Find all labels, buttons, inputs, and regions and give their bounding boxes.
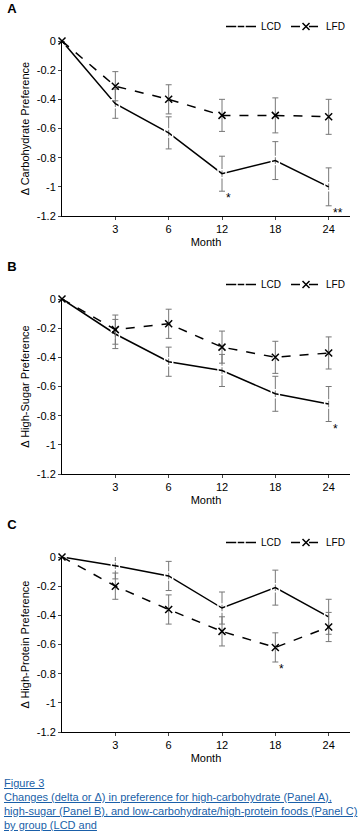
svg-text:-1.2: -1.2	[37, 468, 56, 480]
svg-text:Δ High-Sugar Preference: Δ High-Sugar Preference	[19, 325, 31, 447]
svg-text:18: 18	[269, 481, 281, 493]
svg-text:6: 6	[166, 223, 172, 235]
svg-text:-0.4: -0.4	[37, 609, 56, 621]
svg-text:-0.6: -0.6	[37, 122, 56, 134]
svg-text:-0.2: -0.2	[37, 580, 56, 592]
svg-text:*: *	[226, 191, 231, 205]
html-text:Figure 3: Figure 3	[4, 777, 45, 789]
svg-text:12: 12	[216, 223, 228, 235]
svg-text:12: 12	[216, 739, 228, 751]
svg-text:Δ High-Protein Preference: Δ High-Protein Preference	[19, 581, 31, 709]
svg-text:12: 12	[216, 481, 228, 493]
svg-text:-1.2: -1.2	[37, 726, 56, 738]
svg-text:-0.4: -0.4	[37, 351, 56, 363]
svg-text:*: *	[279, 662, 284, 676]
svg-text:LFD: LFD	[326, 537, 345, 548]
svg-text:-1: -1	[46, 697, 56, 709]
svg-text:18: 18	[269, 223, 281, 235]
svg-text:-0.8: -0.8	[37, 152, 56, 164]
svg-text:0: 0	[50, 35, 56, 47]
svg-text:Month: Month	[191, 236, 222, 248]
svg-text:6: 6	[166, 739, 172, 751]
svg-text:3: 3	[112, 739, 118, 751]
svg-text:-0.4: -0.4	[37, 93, 56, 105]
svg-text:-0.6: -0.6	[37, 638, 56, 650]
svg-text:24: 24	[323, 223, 335, 235]
svg-text:-0.2: -0.2	[37, 322, 56, 334]
svg-text:Month: Month	[191, 752, 222, 764]
svg-text:LFD: LFD	[326, 21, 345, 32]
svg-text:Month: Month	[191, 494, 222, 506]
svg-text:-0.6: -0.6	[37, 380, 56, 392]
svg-text:LCD: LCD	[261, 279, 281, 290]
svg-text:0: 0	[50, 551, 56, 563]
svg-text:0: 0	[50, 293, 56, 305]
svg-text:18: 18	[269, 739, 281, 751]
svg-text:B: B	[7, 259, 16, 274]
svg-text:-1: -1	[46, 181, 56, 193]
svg-text:-1: -1	[46, 439, 56, 451]
svg-text:*: *	[333, 422, 338, 436]
html-text:Changes (delta or Δ) in prefer: Changes (delta or Δ) in preference for h…	[4, 791, 358, 831]
svg-text:C: C	[7, 517, 17, 532]
svg-text:LFD: LFD	[326, 279, 345, 290]
svg-text:LCD: LCD	[261, 537, 281, 548]
svg-text:-0.2: -0.2	[37, 64, 56, 76]
svg-text:A: A	[7, 1, 17, 16]
svg-text:**: **	[333, 206, 343, 220]
svg-text:-0.8: -0.8	[37, 668, 56, 680]
svg-text:LCD: LCD	[261, 21, 281, 32]
svg-text:3: 3	[112, 223, 118, 235]
svg-text:-1.2: -1.2	[37, 210, 56, 222]
svg-text:Δ Carbohydrate Preference: Δ Carbohydrate Preference	[19, 62, 31, 195]
svg-text:3: 3	[112, 481, 118, 493]
svg-text:24: 24	[323, 739, 335, 751]
svg-text:-0.8: -0.8	[37, 410, 56, 422]
svg-text:6: 6	[166, 481, 172, 493]
svg-text:24: 24	[323, 481, 335, 493]
